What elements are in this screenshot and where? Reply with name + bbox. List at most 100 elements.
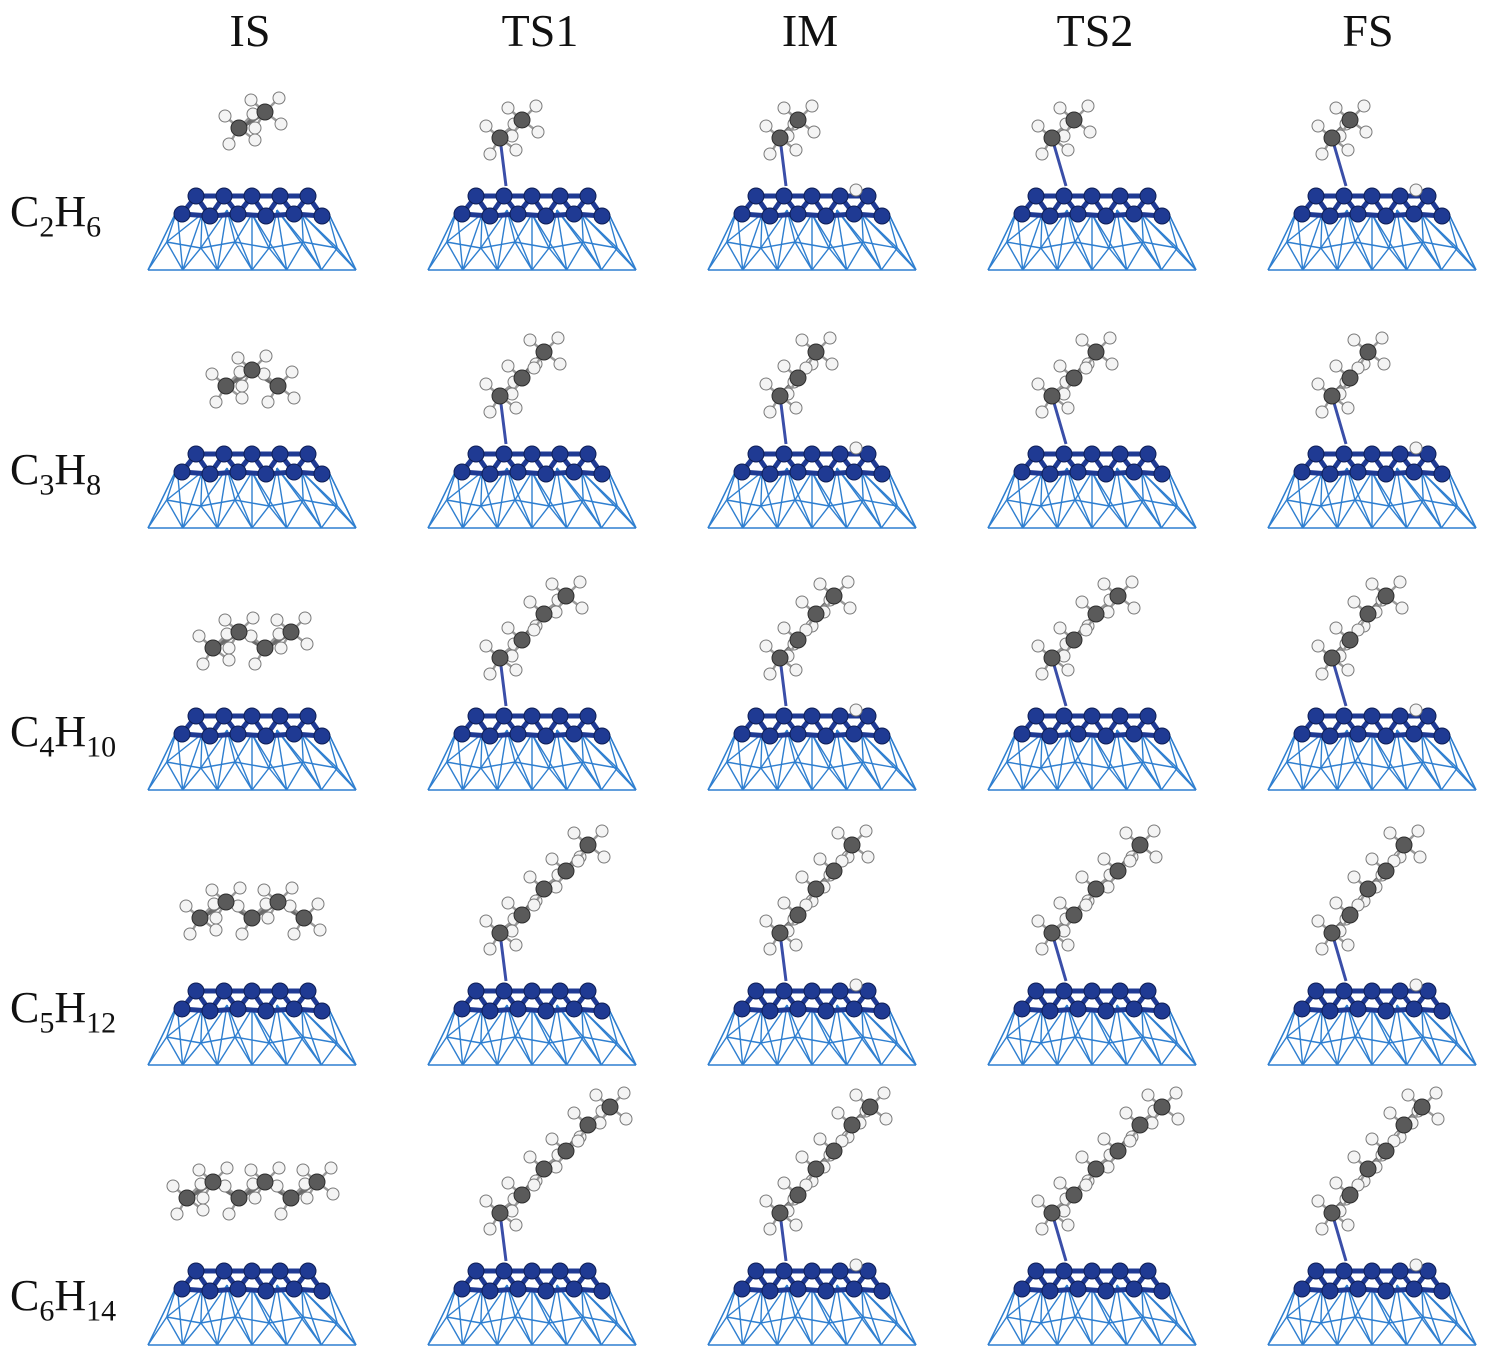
lattice-bond — [861, 471, 882, 529]
lattice-bond — [886, 1004, 917, 1066]
lattice-bond — [1346, 209, 1373, 271]
hydrogen-atom — [1123, 854, 1137, 868]
lattice-bond — [1056, 241, 1076, 271]
lattice-bond — [1302, 1322, 1322, 1346]
lattice-bond — [166, 499, 201, 507]
hydrogen-atom — [1061, 143, 1075, 157]
surface-layer — [1013, 445, 1171, 483]
lattice-bond — [581, 733, 618, 769]
pt-atom — [873, 465, 891, 483]
pt-atom — [1307, 1262, 1325, 1280]
pt-atom — [845, 1000, 863, 1018]
lattice-bond — [166, 733, 203, 763]
carbon-atom — [282, 623, 300, 641]
lattice-bond — [707, 1284, 738, 1346]
lattice-bond — [226, 729, 253, 791]
lattice-bond — [531, 471, 550, 507]
pt-atom — [761, 465, 779, 483]
surface-layer — [173, 982, 331, 1020]
lattice-bond — [1091, 1322, 1110, 1346]
hydrogen-atom — [763, 942, 777, 956]
pt-atom — [537, 465, 555, 483]
hydrogen-atom — [1347, 870, 1361, 884]
lattice-bond — [446, 1036, 481, 1044]
lattice-bond — [1091, 1008, 1128, 1066]
lattice-bond — [251, 471, 288, 529]
pt-atom — [187, 187, 205, 205]
lattice-bond — [531, 1288, 550, 1324]
hydrogen-atom — [759, 914, 773, 928]
pt-atom — [845, 725, 863, 743]
pt-atom — [1433, 207, 1451, 225]
pt-atom — [1293, 463, 1311, 481]
lattice-bond — [786, 729, 813, 791]
lattice-bond — [862, 499, 882, 529]
lattice-bond — [1388, 247, 1408, 271]
lattice-bond — [427, 1036, 448, 1066]
pt-atom — [551, 982, 569, 1000]
hydrogen-atom — [1341, 663, 1355, 677]
lattice-bond — [836, 1004, 848, 1066]
hydrogen-atom — [527, 361, 541, 375]
lattice-bond — [480, 505, 498, 529]
pt-atom — [201, 727, 219, 745]
hydrogen-atom — [1329, 896, 1343, 910]
lattice-bond — [1320, 1036, 1356, 1044]
structure-fs-row-4 — [1267, 824, 1477, 1066]
lattice-bond — [1143, 1316, 1178, 1324]
lattice-bond — [506, 467, 533, 529]
pt-atom — [551, 445, 569, 463]
alkane-molecule — [218, 91, 288, 151]
lattice-bond — [566, 241, 584, 271]
hydrogen-atom — [1149, 850, 1163, 864]
pt-atom — [229, 463, 247, 481]
lattice-bond — [480, 241, 516, 249]
lattice-bond — [1336, 1004, 1348, 1066]
lattice-bond — [286, 1036, 304, 1066]
pt-atom — [1027, 982, 1045, 1000]
lattice-bond — [446, 1036, 464, 1066]
pt-atom — [257, 207, 275, 225]
lattice-bond — [1006, 761, 1024, 791]
hydrogen-atom — [759, 639, 773, 653]
pt-atom — [467, 1262, 485, 1280]
pt-atom — [453, 725, 471, 743]
hydrogen-atom — [270, 613, 284, 627]
lattice-bond — [828, 499, 864, 507]
lattice-bond — [606, 1004, 637, 1066]
lattice-bond — [836, 209, 848, 271]
lattice-bond — [147, 1316, 168, 1346]
lattice-bond — [1320, 1288, 1323, 1324]
pt-atom — [831, 445, 849, 463]
lattice-bond — [811, 733, 830, 769]
hydrogen-atom — [1125, 575, 1139, 589]
lattice-bond — [1336, 761, 1356, 791]
lattice-bond — [1074, 1036, 1093, 1066]
lattice-bond — [1371, 1288, 1390, 1324]
pt-atom — [1335, 982, 1353, 1000]
structure-ts1-row-3 — [427, 575, 637, 791]
hydrogen-atom — [571, 854, 585, 868]
hydrogen-atom — [1311, 1194, 1325, 1208]
hydrogen-atom — [246, 611, 260, 625]
lattice-bond — [556, 209, 568, 271]
carbon-atom — [807, 1160, 825, 1178]
pt-atom — [859, 707, 877, 725]
lattice-bond — [481, 1288, 499, 1346]
lattice-bond — [863, 499, 898, 507]
lattice-bond — [1040, 499, 1076, 507]
pt-atom — [817, 1002, 835, 1020]
alkane-molecule — [1311, 99, 1423, 197]
lattice-bond — [1006, 241, 1041, 249]
lattice-bond — [1286, 1316, 1304, 1346]
lattice-bond — [987, 241, 1008, 271]
lattice-bond — [606, 729, 637, 791]
lattice-bond — [234, 241, 253, 271]
lattice-bond — [1371, 733, 1390, 769]
lattice-bond — [446, 1008, 483, 1038]
lattice-bond — [1040, 505, 1058, 529]
lattice-bond — [1421, 733, 1458, 769]
lattice-bond — [581, 213, 584, 243]
carbon-atom — [1131, 836, 1149, 854]
lattice-bond — [531, 505, 550, 529]
